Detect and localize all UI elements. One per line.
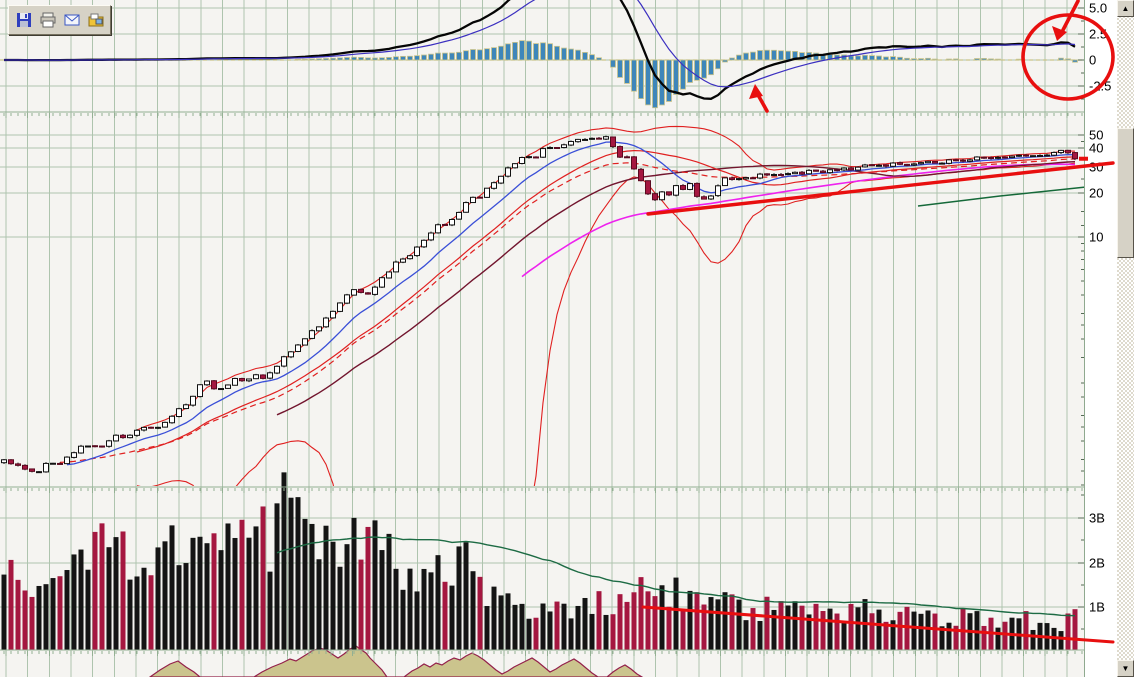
svg-text:3B: 3B (1089, 511, 1105, 526)
floppy-disk-icon (16, 13, 31, 27)
floating-toolbar (8, 5, 111, 35)
scroll-down-button[interactable]: ▼ (1117, 660, 1134, 677)
svg-text:1B: 1B (1089, 600, 1105, 615)
image-export-icon (88, 13, 103, 27)
svg-text:5.0: 5.0 (1089, 1, 1107, 16)
save-button[interactable] (13, 9, 34, 31)
envelope-icon (64, 14, 79, 26)
scroll-up-button[interactable]: ▲ (1117, 0, 1134, 17)
print-button[interactable] (37, 9, 58, 31)
svg-text:50: 50 (1089, 128, 1103, 143)
svg-text:0: 0 (1089, 53, 1096, 68)
svg-text:40: 40 (1089, 141, 1103, 156)
svg-text:20: 20 (1089, 186, 1103, 201)
down-arrow-icon: ▼ (1121, 663, 1130, 673)
svg-text:10: 10 (1089, 230, 1103, 245)
email-button[interactable] (61, 9, 82, 31)
scrollbar-thumb[interactable] (1117, 128, 1134, 258)
up-arrow-icon: ▲ (1121, 3, 1130, 13)
printer-icon (40, 12, 55, 28)
svg-text:2B: 2B (1089, 556, 1105, 571)
vertical-scrollbar[interactable]: ▲ ▼ (1117, 0, 1134, 677)
export-button[interactable] (85, 9, 106, 31)
